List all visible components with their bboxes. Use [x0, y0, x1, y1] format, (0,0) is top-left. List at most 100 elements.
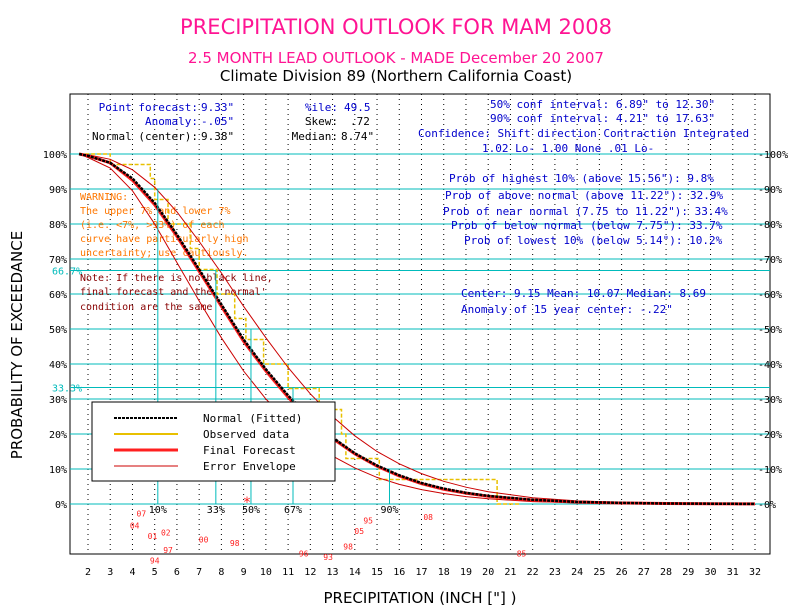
y-tick-label-left: 100%	[43, 150, 67, 161]
curve-layer	[78, 152, 756, 506]
point-forecast-value: 9.33"	[201, 101, 234, 114]
warning-line-1: WARNING:	[80, 192, 128, 203]
x-tick-label: 30	[705, 567, 717, 578]
tercile-label: 66.7%	[52, 267, 82, 278]
x-axis-label: PRECIPITATION (INCH ["] )	[323, 589, 516, 607]
legend-label-forecast: Final Forecast	[203, 444, 296, 457]
y-tick-label-left: 90%	[49, 185, 67, 196]
year-label: 94	[150, 557, 160, 566]
x-axis-ticks: 2 3 4 5 6 7 8 9 10 11 12 13 14 15 16 17 18 19 20 21 22 23 24 25…	[85, 567, 761, 578]
x-tick-label: 22	[527, 567, 539, 578]
y-tick-label-right: -20%	[758, 430, 782, 441]
normal-center-value: 9.38"	[201, 130, 234, 143]
prob-highest-10: Prob of highest 10% (above 15.56"): 9.8%	[449, 172, 714, 185]
x-tick-label: 25	[593, 567, 605, 578]
anomaly-15yr: Anomaly of 15 year center: -.22"	[461, 303, 673, 316]
x-tick-label: 9	[241, 567, 247, 578]
year-label: 85	[517, 550, 527, 559]
plot-frame	[69, 93, 771, 555]
y-tick-label-left: 10%	[49, 465, 67, 476]
legend-label-normal: Normal (Fitted)	[203, 412, 302, 425]
percentile-value: 49.5	[344, 101, 371, 114]
conf-interval-90: 90% conf interval: 4.21" to 17.63"	[490, 112, 715, 125]
x-tick-label: 32	[749, 567, 761, 578]
x-tick-label: 20	[482, 567, 494, 578]
year-label: 02	[161, 529, 171, 538]
y-tick-label-right: -10%	[758, 465, 782, 476]
x-tick-label: 24	[571, 567, 583, 578]
x-tick-label: 19	[460, 567, 472, 578]
x-tick-label: 13	[327, 567, 339, 578]
x-tick-label: 2	[85, 567, 91, 578]
median-label: Median:	[292, 130, 338, 143]
climate-division-label: Climate Division 89 (Northern California…	[220, 67, 572, 85]
stats-mid-block: %ile: 49.5 Skew: .72 Median: 8.74"	[292, 101, 374, 143]
y-tick-label-right: -90%	[758, 185, 782, 196]
x-tick-label: 14	[349, 567, 361, 578]
y-tick-label-left: 70%	[49, 255, 67, 266]
point-forecast-marker: *	[243, 495, 250, 511]
x-tick-label: 23	[549, 567, 561, 578]
x-tick-label: 10	[260, 567, 272, 578]
warning-line-5: uncertainty; use cautiously.	[80, 248, 249, 259]
y-tick-label-left: 50%	[49, 325, 67, 336]
x-tick-label: 29	[682, 567, 694, 578]
y-tick-label-left: 20%	[49, 430, 67, 441]
y-tick-label-right: -100%	[758, 150, 788, 161]
x-tick-label: 3	[107, 567, 113, 578]
year-label: 96	[299, 550, 309, 559]
center-stats: Center: 9.15 Mean: 10.07 Median: 8.69	[461, 287, 706, 300]
note-line-2: final forecast and the 'normal'	[80, 287, 267, 298]
warning-line-4: curve have particularly high	[80, 234, 249, 245]
x-tick-label: 21	[504, 567, 516, 578]
x-tick-label: 12	[304, 567, 316, 578]
year-label: 07	[137, 509, 147, 518]
x-tick-label: 5	[152, 567, 158, 578]
year-label: 00	[199, 536, 209, 545]
x-tick-label: 15	[371, 567, 383, 578]
percentile-marker-label: 67%	[284, 505, 302, 516]
conf-interval-50: 50% conf interval: 6.89" to 12.30"	[490, 98, 715, 111]
confidence-values: 1.02 Lo- 1.00 None .01 Lo-	[482, 142, 654, 155]
conf-interval-block: 50% conf interval: 6.89" to 12.30" 90% c…	[418, 98, 749, 155]
x-tick-label: 4	[129, 567, 135, 578]
legend: Normal (Fitted) Observed data Final Fore…	[91, 401, 336, 482]
anomaly-value: -.05"	[201, 115, 234, 128]
confidence-header: Confidence: Shift direction Contraction …	[418, 127, 749, 140]
prob-above-normal: Prob of above normal (above 11.22"): 32.…	[445, 189, 724, 202]
y-tick-label-left: 30%	[49, 395, 67, 406]
year-label: 95	[363, 516, 373, 525]
y-tick-label-right: -50%	[758, 325, 782, 336]
probabilities-block: Prob of highest 10% (above 15.56"): 9.8%…	[443, 172, 728, 316]
year-label: 05	[354, 527, 364, 536]
y-tick-label-left: 80%	[49, 220, 67, 231]
percentile-marker-label: 90%	[380, 505, 398, 516]
x-tick-label: 11	[282, 567, 294, 578]
year-label: 01	[148, 532, 158, 541]
y-tick-label-right: -80%	[758, 220, 782, 231]
percentile-marker-label: 50%	[242, 505, 260, 516]
y-axis-label: PROBABILITY OF EXCEEDANCE	[8, 231, 26, 459]
x-tick-label: 17	[415, 567, 427, 578]
percentile-marker-label: 33%	[207, 505, 225, 516]
x-tick-label: 7	[196, 567, 202, 578]
percentile-label: %ile:	[305, 101, 338, 114]
warning-line-3: (i.e. <7%, >93%) of each	[80, 220, 225, 231]
prob-below-normal: Prob of below normal (below 7.75"): 33.7…	[451, 219, 723, 232]
year-label: 98	[230, 539, 240, 548]
prob-near-normal: Prob of near normal (7.75 to 11.22"): 33…	[443, 205, 728, 218]
y-tick-label-left: 60%	[49, 290, 67, 301]
chart-subtitle: 2.5 MONTH LEAD OUTLOOK - MADE December 2…	[188, 49, 604, 67]
skew-label: Skew:	[305, 115, 338, 128]
x-tick-label: 6	[174, 567, 180, 578]
legend-box	[91, 401, 336, 482]
point-forecast-label: Point forecast:	[99, 101, 198, 114]
grid-layer: 66.7% 33.3%	[52, 94, 770, 554]
y-tick-label-left: 40%	[49, 360, 67, 371]
chart-header: PRECIPITATION OUTLOOK FOR MAM 2008 2.5 M…	[180, 15, 612, 85]
x-tick-label: 31	[727, 567, 739, 578]
x-tick-label: 28	[660, 567, 672, 578]
note-line-3: condition are the same	[80, 302, 212, 313]
note-line-1: Note: If there is no black line,	[80, 273, 273, 284]
